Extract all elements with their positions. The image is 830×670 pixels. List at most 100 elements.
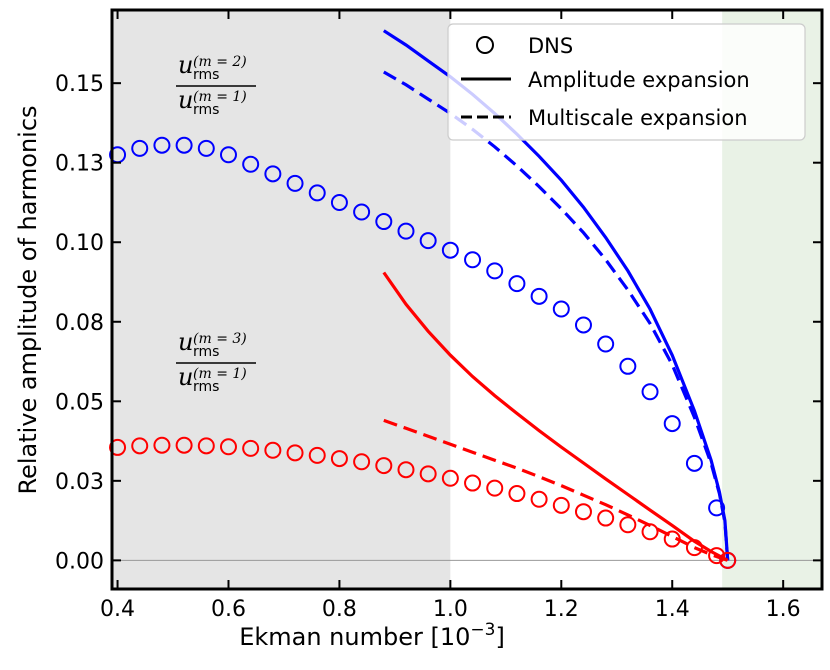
dns-point-m3-14: [419, 465, 437, 483]
annot-m3-den-sup: (m = 1): [193, 366, 247, 382]
annot-m2-num-base: u: [178, 51, 193, 79]
annot-m3-den-base: u: [178, 363, 193, 391]
y-axis-label: Relative amplitude of harmonics: [14, 105, 42, 494]
legend-label-amplitude: Amplitude expansion: [528, 68, 750, 92]
x-tick-label-0: 0.4: [100, 597, 135, 622]
dns-point-m3-2: [153, 436, 171, 454]
annot-m2-num-sup: (m = 2): [193, 54, 247, 70]
dns-point-m2-23: [619, 357, 637, 375]
dns-point-m2-15: [441, 241, 459, 259]
dns-point-m2-1: [131, 139, 149, 157]
dns-point-m3-3: [175, 436, 193, 454]
dns-point-m3-9: [308, 446, 326, 464]
dns-point-m3-23: [619, 516, 637, 534]
dns-point-m2-14: [419, 232, 437, 250]
x-axis-label-exponent: −3: [470, 620, 495, 640]
annot-m2-den-sub: rms: [193, 102, 219, 118]
x-tick-label-6: 1.6: [766, 597, 801, 622]
y-tick-label-2: 0.05: [55, 390, 104, 415]
dns-point-m2-22: [597, 335, 615, 353]
tick-labels: 0.4 0.6 0.8 1.0 1.2 1.4 1.6 0.00 0.03 0.05 0.08 0.1…: [55, 72, 801, 622]
annot-m2-den-base: u: [178, 86, 193, 114]
dns-point-m2-18: [508, 275, 526, 293]
dns-point-m3-1: [131, 437, 149, 455]
dns-point-m3-19: [530, 490, 548, 508]
dns-point-m2-17: [486, 262, 504, 280]
x-tick-label-3: 1.0: [433, 597, 468, 622]
dns-point-m3-26: [685, 539, 703, 557]
dns-point-m2-6: [242, 155, 260, 173]
dns-point-m3-7: [264, 441, 282, 459]
y-tick-label-3: 0.08: [55, 311, 104, 336]
legend-box: [447, 23, 806, 141]
dns-point-m3-10: [330, 450, 348, 468]
dns-point-m2-10: [330, 193, 348, 211]
amplitude-curve-m3: [382, 271, 729, 562]
dns-point-m3-8: [286, 444, 304, 462]
legend-label-multiscale: Multiscale expansion: [528, 106, 748, 130]
x-axis-label-text: Ekman number [10: [239, 623, 470, 651]
annotation-m2-ratio: u (m = 2) rms u (m = 1) rms: [176, 51, 256, 118]
y-tick-label-6: 0.15: [55, 72, 104, 97]
dns-point-m2-3: [175, 136, 193, 154]
annot-m3-den-sub: rms: [193, 379, 219, 395]
dns-point-m2-4: [197, 139, 215, 157]
dns-point-m2-11: [353, 203, 371, 221]
dns-point-m3-13: [397, 461, 415, 479]
annot-m2-num-sub: rms: [193, 67, 219, 83]
dns-point-m2-9: [308, 184, 326, 202]
dns-point-m2-27: [708, 499, 726, 517]
x-axis-label: Ekman number [10−3]: [239, 620, 505, 651]
y-tick-label-1: 0.03: [55, 470, 104, 495]
annot-m3-num-base: u: [178, 328, 193, 356]
y-tick-label-0: 0.00: [55, 549, 104, 574]
dns-point-m3-17: [486, 479, 504, 497]
dns-point-m3-25: [663, 530, 681, 548]
annotation-m3-ratio: u (m = 3) rms u (m = 1) rms: [176, 328, 256, 395]
y-tick-label-4: 0.10: [55, 231, 104, 256]
legend: DNS Amplitude expansion Multiscale expan…: [447, 23, 806, 141]
dns-point-m3-12: [375, 457, 393, 475]
plot-frame: [110, 8, 824, 591]
x-tick-label-4: 1.2: [544, 597, 579, 622]
annot-m3-num-sup: (m = 3): [193, 331, 247, 347]
dns-point-m2-25: [663, 415, 681, 433]
dns-point-m2-5: [219, 146, 237, 164]
annot-m3-num-sub: rms: [193, 344, 219, 360]
dns-point-m2-26: [685, 454, 703, 472]
dns-point-m2-16: [464, 251, 482, 269]
dns-point-m2-2: [153, 136, 171, 154]
annot-m2-den-sup: (m = 1): [193, 89, 247, 105]
dns-point-m3-6: [242, 439, 260, 457]
dns-point-m3-15: [441, 469, 459, 487]
dns-point-m2-7: [264, 165, 282, 183]
legend-label-dns: DNS: [528, 34, 573, 58]
dns-point-m2-24: [641, 383, 659, 401]
y-tick-label-5: 0.13: [55, 152, 104, 177]
legend-marker-circle: [476, 36, 494, 54]
x-tick-label-5: 1.4: [655, 597, 690, 622]
dns-point-m2-13: [397, 222, 415, 240]
dns-point-m3-5: [219, 438, 237, 456]
dns-point-m2-8: [286, 174, 304, 192]
dns-point-m2-20: [552, 300, 570, 318]
multiscale-curve-m2: [383, 70, 730, 561]
dns-point-m3-21: [574, 503, 592, 521]
dns-point-m3-22: [597, 509, 615, 527]
dns-point-m3-4: [197, 437, 215, 455]
dns-point-m3-28: [719, 551, 737, 569]
dns-point-m3-20: [552, 496, 570, 514]
dns-point-m2-21: [574, 316, 592, 334]
dns-point-m3-27: [708, 547, 726, 565]
dns-point-m3-16: [464, 474, 482, 492]
dns-point-m3-18: [508, 485, 526, 503]
x-tick-label-2: 0.8: [322, 597, 357, 622]
dns-point-m3-0: [109, 438, 127, 456]
shaded-region-0: [112, 10, 451, 589]
x-tick-label-1: 0.6: [211, 597, 246, 622]
dns-point-m2-12: [375, 213, 393, 231]
dns-point-m3-24: [641, 523, 659, 541]
x-axis-label-close: ]: [495, 623, 504, 651]
dns-point-m3-11: [353, 453, 371, 471]
